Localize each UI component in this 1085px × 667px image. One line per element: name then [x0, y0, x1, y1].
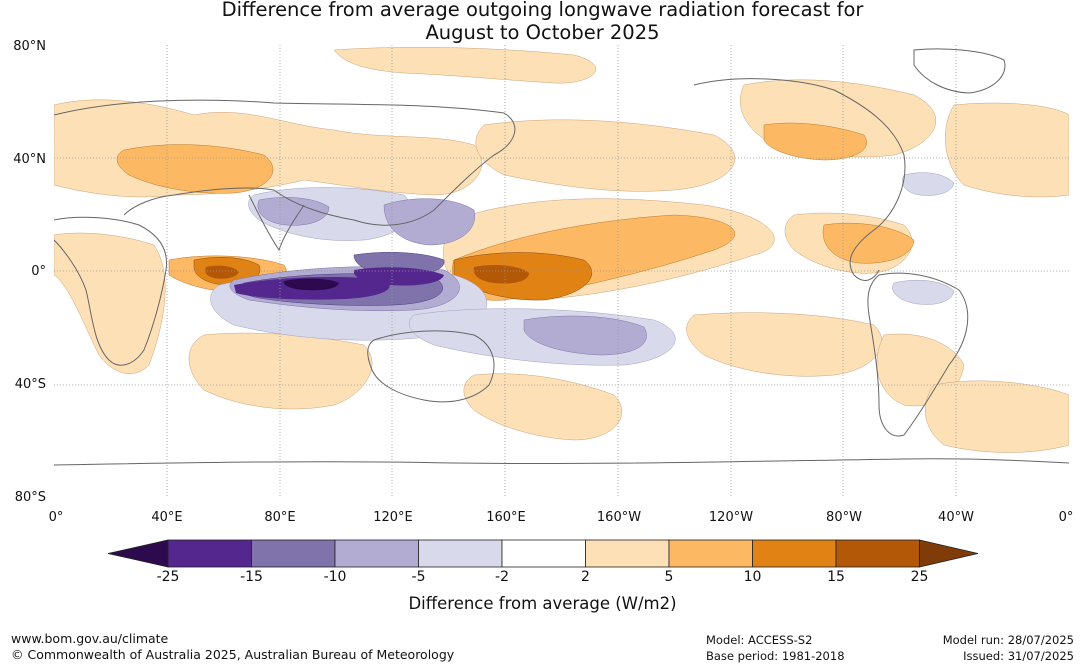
colorbar-tick-0: -25 [156, 569, 180, 585]
colorbar-tick-8: 15 [827, 569, 845, 585]
lon-label-120w: 120°W [708, 510, 754, 525]
region-sumatra-deepest [283, 278, 339, 291]
footer-base-period: Base period: 1981-2018 [706, 649, 845, 663]
colorbar-tick-9: 25 [910, 569, 929, 585]
colorbar-swatch-3 [334, 539, 419, 568]
colorbar-max-arrow [919, 539, 979, 568]
region-south-america-purple [892, 279, 955, 305]
lat-label-40n: 40°N [13, 152, 46, 167]
colorbar-tick-4: -2 [495, 569, 509, 585]
colorbar-swatch-4 [418, 539, 503, 568]
region-bay-of-bengal [257, 197, 330, 226]
chart-title: Difference from average outgoing longwav… [0, 0, 1085, 44]
footer-model-info: Model: ACCESS-S2 Base period: 1981-2018 [706, 632, 845, 664]
region-central-america [822, 222, 915, 264]
colorbar-swatch-2 [251, 539, 336, 568]
colorbar-swatch-5 [501, 539, 586, 568]
lon-label-0-west: 0° [48, 510, 64, 525]
lon-label-80w: 80°W [826, 510, 862, 525]
colorbar-swatch-6 [585, 539, 670, 568]
region-north-atlantic [333, 47, 597, 84]
region-south-indian-ocean [463, 373, 623, 441]
forecast-map [54, 45, 1069, 498]
map-gridlines [54, 45, 1069, 498]
colorbar-tick-2: -10 [323, 569, 347, 585]
colorbar-tick-5: 2 [581, 569, 590, 585]
region-east-atlantic [945, 102, 1069, 198]
lon-label-80e: 80°E [264, 510, 296, 525]
region-south-pacific-medium [523, 315, 647, 356]
coast-india [248, 194, 305, 252]
region-indian-extreme [205, 265, 239, 279]
footer-copyright: © Commonwealth of Australia 2025, Austra… [11, 647, 455, 662]
colorbar-tick-6: 5 [664, 569, 674, 585]
lon-label-40e: 40°E [151, 510, 183, 525]
coastlines [54, 48, 1069, 466]
title-line-1: Difference from average outgoing longwav… [221, 0, 864, 21]
region-north-pacific [475, 119, 735, 192]
colorbar-swatch-1 [167, 539, 252, 568]
region-java-core [353, 267, 444, 286]
title-line-2: August to October 2025 [425, 21, 660, 44]
map-svg [54, 45, 1069, 498]
region-africa [54, 232, 166, 374]
coast-greenland [913, 48, 1006, 94]
colorbar-swatch-9 [835, 539, 920, 568]
lon-label-160e: 160°E [486, 510, 526, 525]
coast-south-america [867, 272, 969, 437]
footer-url: www.bom.gov.au/climate [11, 631, 169, 646]
colorbar-min-arrow [107, 539, 169, 568]
lat-label-80s: 80°S [14, 490, 46, 505]
coast-north-america [693, 78, 906, 281]
footer-model: Model: ACCESS-S2 [706, 633, 813, 647]
lon-label-120e: 120°E [373, 510, 413, 525]
negative-deepest-regions [283, 278, 339, 291]
footer-left: www.bom.gov.au/climate © Commonwealth of… [11, 631, 454, 663]
colorbar-swatch-8 [752, 539, 837, 568]
region-south-pacific-east [686, 312, 883, 377]
lat-label-80n: 80°N [13, 39, 46, 54]
coast-australia [367, 330, 495, 403]
colorbar-tick-3: -5 [411, 569, 426, 585]
lat-label-equator: 0° [31, 264, 46, 279]
lon-label-40w: 40°W [938, 510, 974, 525]
colorbar-tick-1: -15 [240, 569, 263, 585]
coast-africa [54, 216, 168, 366]
positive-extreme-regions [205, 265, 529, 284]
region-dateline-extreme [473, 265, 529, 284]
colorbar [107, 539, 979, 568]
region-philippines [383, 198, 476, 246]
lon-label-160w: 160°W [596, 510, 642, 525]
footer-model-run: Model run: 28/07/2025 [942, 633, 1074, 647]
coast-eurasia [54, 99, 516, 226]
footer-dates: Model run: 28/07/2025 Issued: 31/07/2025 [943, 632, 1074, 664]
region-east-pacific-north [902, 172, 955, 196]
colorbar-title: Difference from average (W/m2) [408, 594, 677, 613]
region-north-america-east [763, 122, 867, 161]
region-asia-central [116, 144, 274, 194]
region-southern-ocean [925, 380, 1069, 453]
colorbar-swatch-7 [668, 539, 753, 568]
colorbar-tick-7: 10 [743, 569, 762, 585]
footer-issued: Issued: 31/07/2025 [963, 649, 1074, 663]
coast-antarctica [54, 458, 1069, 466]
lon-label-0-east: 0° [1058, 510, 1074, 525]
lat-label-40s: 40°S [14, 377, 46, 392]
